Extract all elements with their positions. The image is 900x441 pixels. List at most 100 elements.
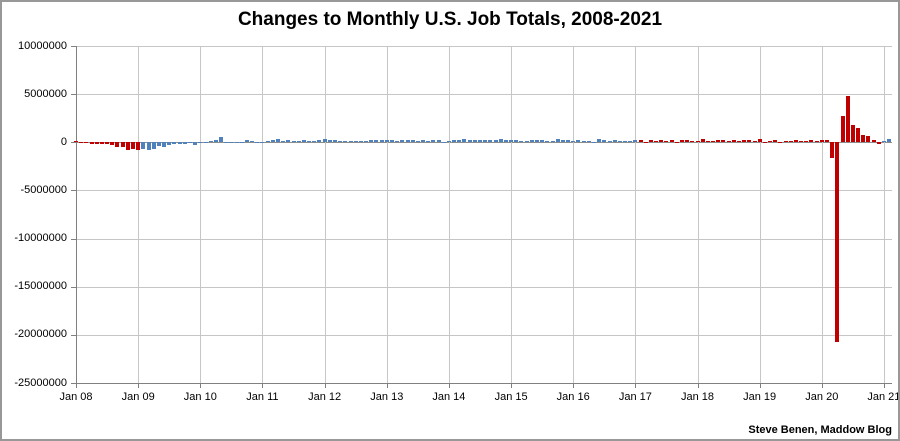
data-bar [659,140,664,143]
data-bar [384,140,389,143]
y-axis-tick-label: -15000000 [14,280,67,293]
y-gridline [76,286,892,288]
x-axis-line [76,383,892,384]
data-bar [799,140,804,143]
x-axis-tick-label: Jan 12 [308,391,342,403]
data-bar [576,140,581,143]
data-bar [752,140,757,143]
data-bar [876,142,881,145]
data-bar [327,140,332,143]
data-bar [307,140,312,143]
data-bar [312,140,317,143]
data-bar [317,140,322,143]
data-bar [695,140,700,143]
data-bar [260,141,265,143]
y-axis-line [76,46,77,383]
y-gridline [76,334,892,336]
x-gridline [697,46,699,383]
y-axis-tick-label: 5000000 [24,87,67,100]
y-axis-tick [71,238,76,240]
data-bar [731,139,736,143]
data-bar [162,142,166,147]
data-bar [845,96,850,143]
data-bar [602,139,607,143]
data-bar [343,141,348,143]
data-bar [467,140,472,143]
data-bar [669,140,674,143]
data-bar [825,139,829,143]
attribution-text: Steve Benen, Maddow Blog [748,424,892,436]
data-bar [229,142,234,143]
data-bar [711,140,715,143]
x-axis-tick [386,383,388,388]
y-axis-tick-label: -5000000 [20,183,68,196]
x-axis-tick-label: Jan 15 [494,391,528,403]
x-axis-tick-label: Jan 14 [432,391,466,403]
x-axis-tick-label: Jan 08 [59,391,93,403]
data-bar [250,141,255,143]
y-axis-tick-label: 10000000 [18,39,67,52]
data-bar [768,140,772,143]
data-bar [540,140,545,143]
data-bar [881,140,886,143]
data-bar [648,140,653,143]
data-bar [550,141,555,143]
x-gridline [759,46,761,383]
data-bar [664,141,669,143]
data-bar [156,142,161,146]
data-bar [167,142,172,146]
data-bar [270,140,275,143]
data-bar [301,140,306,143]
data-bar [426,140,431,143]
data-bar [524,140,529,143]
data-bar [472,139,477,143]
data-bar [151,142,156,149]
data-bar [478,139,482,143]
x-axis-tick [262,383,264,388]
y-axis-tick [71,286,76,288]
data-bar [281,141,286,143]
data-bar [529,139,534,143]
data-bar [835,142,840,343]
data-bar [84,142,89,144]
data-bar [493,139,498,143]
x-gridline [573,46,575,383]
data-bar [400,140,405,143]
data-bar [462,139,467,143]
data-bar [115,142,120,147]
data-bar [840,116,845,143]
x-axis-tick-label: Jan 11 [246,391,279,403]
data-bar [146,142,151,151]
data-bar [498,139,503,143]
data-bar [415,140,420,143]
x-gridline [386,46,388,383]
data-bar [850,125,855,143]
data-bar [177,142,182,145]
data-bar [560,139,565,143]
x-gridline [821,46,823,383]
data-bar [680,139,684,143]
x-axis-tick-label: Jan 09 [121,391,155,403]
data-bar [379,140,384,143]
data-bar [389,139,394,143]
data-bar [322,138,327,143]
x-axis-tick-label: Jan 20 [805,391,839,403]
y-gridline [76,94,892,96]
data-bar [239,142,244,143]
data-bar [224,142,229,144]
data-bar [136,142,141,150]
data-bar [234,142,239,143]
x-axis-tick [697,383,699,388]
y-axis-tick [71,383,76,384]
data-bar [79,142,84,144]
data-bar [187,142,192,143]
zero-gridline [76,142,892,144]
data-bar [405,140,410,143]
data-bar [643,141,648,143]
data-bar [830,142,835,159]
data-bar [736,141,741,143]
data-bar [628,140,633,143]
data-bar [348,141,353,143]
data-bar [591,141,596,143]
data-bar [105,142,110,145]
